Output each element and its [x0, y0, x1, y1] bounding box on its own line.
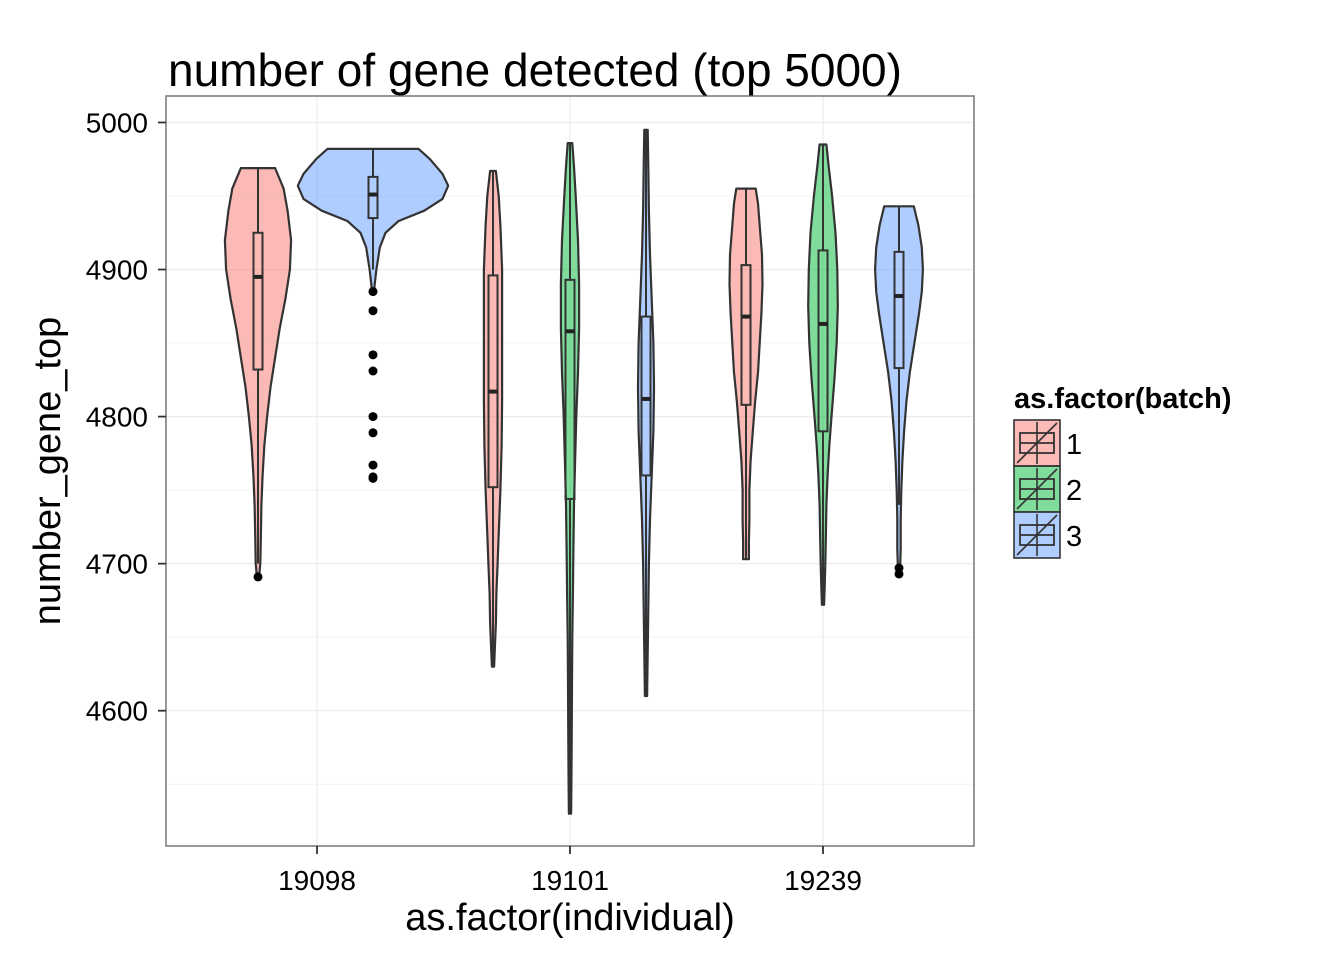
- violin-group-19239-batch-2: [807, 143, 839, 606]
- violin-shape: [807, 143, 839, 606]
- outlier-point: [253, 572, 263, 582]
- violin-shape: [728, 187, 764, 561]
- x-axis-title: as.factor(individual): [405, 897, 734, 939]
- box: [487, 274, 499, 489]
- outlier-point: [368, 460, 378, 470]
- box: [640, 315, 652, 477]
- violin-group-19101-batch-3: [636, 128, 656, 698]
- box: [564, 278, 576, 500]
- y-tick-label: 4600: [86, 696, 148, 727]
- x-axis: 19098 19101 19239: [278, 846, 862, 896]
- chart-title: number of gene detected (top 5000): [168, 44, 902, 96]
- box: [367, 175, 379, 220]
- y-tick-label: 5000: [86, 107, 148, 138]
- box: [893, 250, 905, 370]
- outlier-point: [368, 412, 378, 422]
- legend-label: 3: [1066, 521, 1082, 553]
- y-axis-title: number_gene_top: [27, 317, 69, 625]
- outlier-point: [368, 472, 378, 482]
- x-tick-label: 19098: [278, 865, 356, 896]
- violin-group-19239-batch-1: [728, 187, 764, 561]
- violin-group-19101-batch-2: [559, 142, 581, 815]
- outlier-point: [368, 366, 378, 376]
- box: [817, 249, 829, 433]
- violin-group-19101-batch-1: [482, 169, 504, 668]
- x-tick-label: 19101: [531, 865, 609, 896]
- outlier-point: [368, 428, 378, 438]
- legend-keys: 1 2 3: [1013, 419, 1082, 559]
- violin-group-19098-batch-1: [223, 167, 293, 582]
- legend-key-2: 2: [1013, 465, 1082, 513]
- violins: [223, 128, 924, 815]
- outlier-point: [368, 350, 378, 360]
- box: [740, 264, 752, 406]
- outlier-point: [368, 287, 378, 297]
- y-tick-label: 4800: [86, 402, 148, 433]
- legend-label: 2: [1066, 475, 1082, 507]
- box: [252, 231, 264, 371]
- y-tick-label: 4900: [86, 255, 148, 286]
- legend-key-1: 1: [1013, 419, 1082, 467]
- x-tick-label: 19239: [784, 865, 862, 896]
- legend-key-3: 3: [1013, 511, 1082, 559]
- legend-label: 1: [1066, 429, 1082, 461]
- outlier-point: [894, 563, 904, 573]
- legend-title: as.factor(batch): [1014, 383, 1232, 415]
- violin-group-19098-batch-3: [296, 147, 450, 483]
- violin-shape: [636, 128, 656, 698]
- y-axis: 4600 4700 4800 4900 5000: [86, 107, 166, 727]
- y-tick-label: 4700: [86, 549, 148, 580]
- outlier-point: [368, 306, 378, 316]
- violin-group-19239-batch-3: [874, 205, 924, 579]
- legend: as.factor(batch) 1 2 3: [1013, 383, 1232, 559]
